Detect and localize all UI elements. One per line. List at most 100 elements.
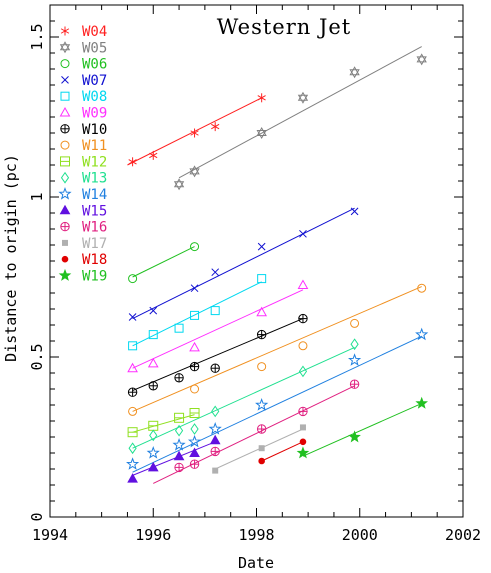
point-w16 bbox=[298, 406, 308, 417]
y-tick-label: 0 bbox=[28, 512, 46, 521]
y-tick-label: 0.5 bbox=[28, 343, 46, 370]
legend-label-w15: W15 bbox=[82, 203, 107, 219]
legend-label-w19: W19 bbox=[82, 269, 107, 285]
point-w11 bbox=[257, 362, 267, 372]
point-w14 bbox=[187, 434, 202, 448]
fit-line-w06 bbox=[132, 246, 195, 278]
point-w19 bbox=[296, 446, 310, 459]
point-w07 bbox=[149, 306, 158, 315]
point-w05 bbox=[189, 165, 200, 178]
legend-label-w06: W06 bbox=[82, 57, 107, 73]
point-w14 bbox=[172, 438, 186, 451]
legend-marker-w07 bbox=[61, 76, 69, 84]
point-w10 bbox=[127, 387, 138, 397]
point-w09 bbox=[189, 341, 200, 352]
fit-line-w05 bbox=[178, 46, 422, 179]
point-w11 bbox=[417, 283, 427, 293]
fit-line-w11 bbox=[132, 286, 422, 412]
point-w15 bbox=[147, 461, 159, 472]
fit-line-w16 bbox=[153, 385, 355, 484]
legend-marker-w17 bbox=[62, 239, 68, 246]
point-w04 bbox=[211, 122, 220, 132]
x-tick-label: 1994 bbox=[32, 526, 68, 544]
legend-marker-w06 bbox=[60, 59, 70, 69]
fit-line-w10 bbox=[132, 318, 304, 392]
point-w07 bbox=[299, 229, 307, 238]
point-w14 bbox=[126, 457, 140, 470]
point-w16 bbox=[189, 459, 200, 469]
point-w12 bbox=[127, 427, 138, 438]
point-w13 bbox=[174, 424, 184, 437]
legend-label-w16: W16 bbox=[82, 220, 107, 236]
legend-marker-w12 bbox=[60, 156, 70, 167]
point-w16 bbox=[174, 462, 184, 473]
point-w05 bbox=[416, 53, 427, 66]
point-w19 bbox=[415, 396, 428, 409]
legend-label-w05: W05 bbox=[82, 40, 107, 56]
point-w07 bbox=[350, 207, 359, 216]
point-w14 bbox=[255, 398, 269, 411]
point-w10 bbox=[298, 313, 308, 324]
point-w16 bbox=[256, 424, 267, 434]
point-w18 bbox=[258, 457, 265, 465]
point-w14 bbox=[415, 327, 429, 341]
point-w11 bbox=[350, 318, 360, 328]
legend-label-w08: W08 bbox=[82, 89, 107, 105]
legend-marker-w08 bbox=[60, 91, 70, 101]
data-points bbox=[126, 53, 429, 483]
point-w13 bbox=[149, 429, 158, 442]
legend-marker-w10 bbox=[60, 124, 70, 134]
legend-label-w07: W07 bbox=[82, 73, 107, 89]
point-w15 bbox=[127, 473, 138, 483]
point-w14 bbox=[146, 446, 160, 459]
point-w09 bbox=[256, 306, 268, 317]
point-w13 bbox=[298, 365, 308, 378]
point-w10 bbox=[174, 373, 184, 383]
point-w07 bbox=[128, 313, 137, 321]
point-w14 bbox=[347, 353, 362, 366]
point-w13 bbox=[211, 405, 220, 418]
legend-marker-w14 bbox=[58, 187, 72, 200]
point-w07 bbox=[211, 268, 220, 277]
fit-line-w19 bbox=[302, 402, 422, 457]
point-w15 bbox=[189, 447, 200, 457]
point-w08 bbox=[190, 310, 200, 320]
point-w08 bbox=[174, 323, 184, 333]
legend-marker-w19 bbox=[58, 268, 72, 281]
point-w10 bbox=[148, 381, 158, 391]
x-tick-label: 1996 bbox=[135, 526, 171, 544]
legend-label-w13: W13 bbox=[82, 171, 107, 187]
point-w08 bbox=[257, 274, 267, 284]
point-w07 bbox=[190, 284, 199, 293]
point-w08 bbox=[148, 330, 158, 340]
fit-line-w18 bbox=[261, 441, 304, 462]
point-w05 bbox=[349, 66, 360, 79]
axis-ticks bbox=[49, 4, 464, 518]
point-w18 bbox=[299, 438, 307, 446]
fit-line-w07 bbox=[132, 207, 355, 320]
point-w12 bbox=[174, 412, 185, 423]
legend-marker-w13 bbox=[60, 171, 70, 184]
point-w06 bbox=[190, 242, 200, 252]
point-w04 bbox=[190, 128, 199, 138]
legend-marker-w18 bbox=[61, 255, 69, 263]
point-w10 bbox=[210, 363, 220, 373]
legend-marker-w15 bbox=[59, 204, 71, 215]
fit-line-w08 bbox=[132, 281, 262, 347]
point-w05 bbox=[256, 126, 267, 140]
fit-line-w14 bbox=[132, 335, 422, 473]
point-w13 bbox=[190, 423, 199, 435]
legend-marker-w11 bbox=[60, 140, 70, 150]
fit-line-w13 bbox=[132, 346, 355, 449]
point-w08 bbox=[128, 341, 138, 351]
y-tick-label: 1.5 bbox=[28, 23, 46, 50]
legend-label-w04: W04 bbox=[82, 24, 107, 40]
point-w17 bbox=[258, 445, 265, 452]
point-w06 bbox=[128, 274, 138, 284]
y-axis-title: Distance to origin (pc) bbox=[2, 154, 20, 362]
point-w09 bbox=[127, 362, 138, 373]
chart-title: Western Jet bbox=[217, 15, 351, 39]
legend-marker-w09 bbox=[59, 106, 71, 117]
point-w09 bbox=[297, 279, 309, 289]
legend-marker-w04 bbox=[60, 26, 70, 36]
